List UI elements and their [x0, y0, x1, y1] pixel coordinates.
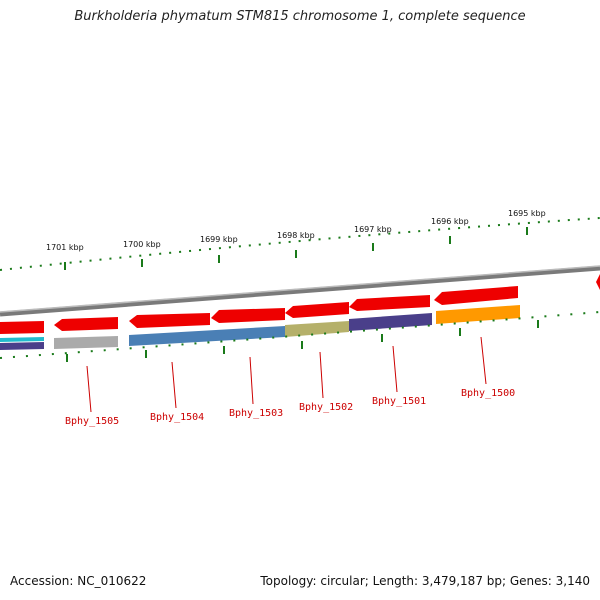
cog-band-1501[interactable]	[349, 313, 432, 331]
cog-band-1505[interactable]	[54, 336, 118, 349]
gene-label-1502[interactable]: Bphy_1502	[299, 402, 353, 413]
sequence-stats-text: Topology: circular; Length: 3,479,187 bp…	[260, 574, 590, 588]
outer-major-ticks	[64, 227, 528, 270]
kbp-label-1700: 1700 kbp	[123, 240, 161, 249]
cog-band-1502[interactable]	[285, 321, 349, 337]
gene-arrow-1500[interactable]	[434, 286, 518, 305]
kbp-label-1695: 1695 kbp	[508, 209, 546, 218]
kbp-label-1699: 1699 kbp	[200, 235, 238, 244]
inner-tick-track	[0, 311, 600, 359]
label-leaders	[86, 336, 487, 413]
gene-arrow-1503[interactable]	[211, 308, 285, 323]
cog-band-1504[interactable]	[129, 326, 285, 346]
gene-arrow-1505-prev[interactable]	[0, 321, 44, 334]
kbp-label-1696: 1696 kbp	[431, 217, 469, 226]
gene-arrow-1501[interactable]	[349, 295, 430, 311]
gene-label-1504[interactable]: Bphy_1504	[150, 412, 204, 423]
outer-tick-track	[0, 217, 600, 271]
gene-label-1500[interactable]: Bphy_1500	[461, 388, 515, 399]
gene-arrow-1504[interactable]	[129, 313, 210, 328]
backbone-ring	[0, 265, 600, 317]
gene-arrow-1505[interactable]	[54, 317, 118, 331]
gene-label-1505[interactable]: Bphy_1505	[65, 416, 119, 427]
kbp-label-1701: 1701 kbp	[46, 243, 84, 252]
map-title: Burkholderia phymatum STM815 chromosome …	[74, 9, 526, 24]
cog-band-1500[interactable]	[436, 305, 520, 324]
kbp-label-1697: 1697 kbp	[354, 225, 392, 234]
gene-label-1503[interactable]: Bphy_1503	[229, 408, 283, 419]
accession-text: Accession: NC_010622	[10, 574, 147, 588]
kbp-label-1698: 1698 kbp	[277, 231, 315, 240]
gene-label-1501[interactable]: Bphy_1501	[372, 396, 426, 407]
gene-arrows	[0, 274, 600, 334]
gene-arrow-1502[interactable]	[285, 302, 349, 318]
cog-bands	[0, 305, 520, 350]
gene-arrow-next[interactable]	[596, 274, 600, 290]
inner-major-ticks	[66, 320, 539, 362]
